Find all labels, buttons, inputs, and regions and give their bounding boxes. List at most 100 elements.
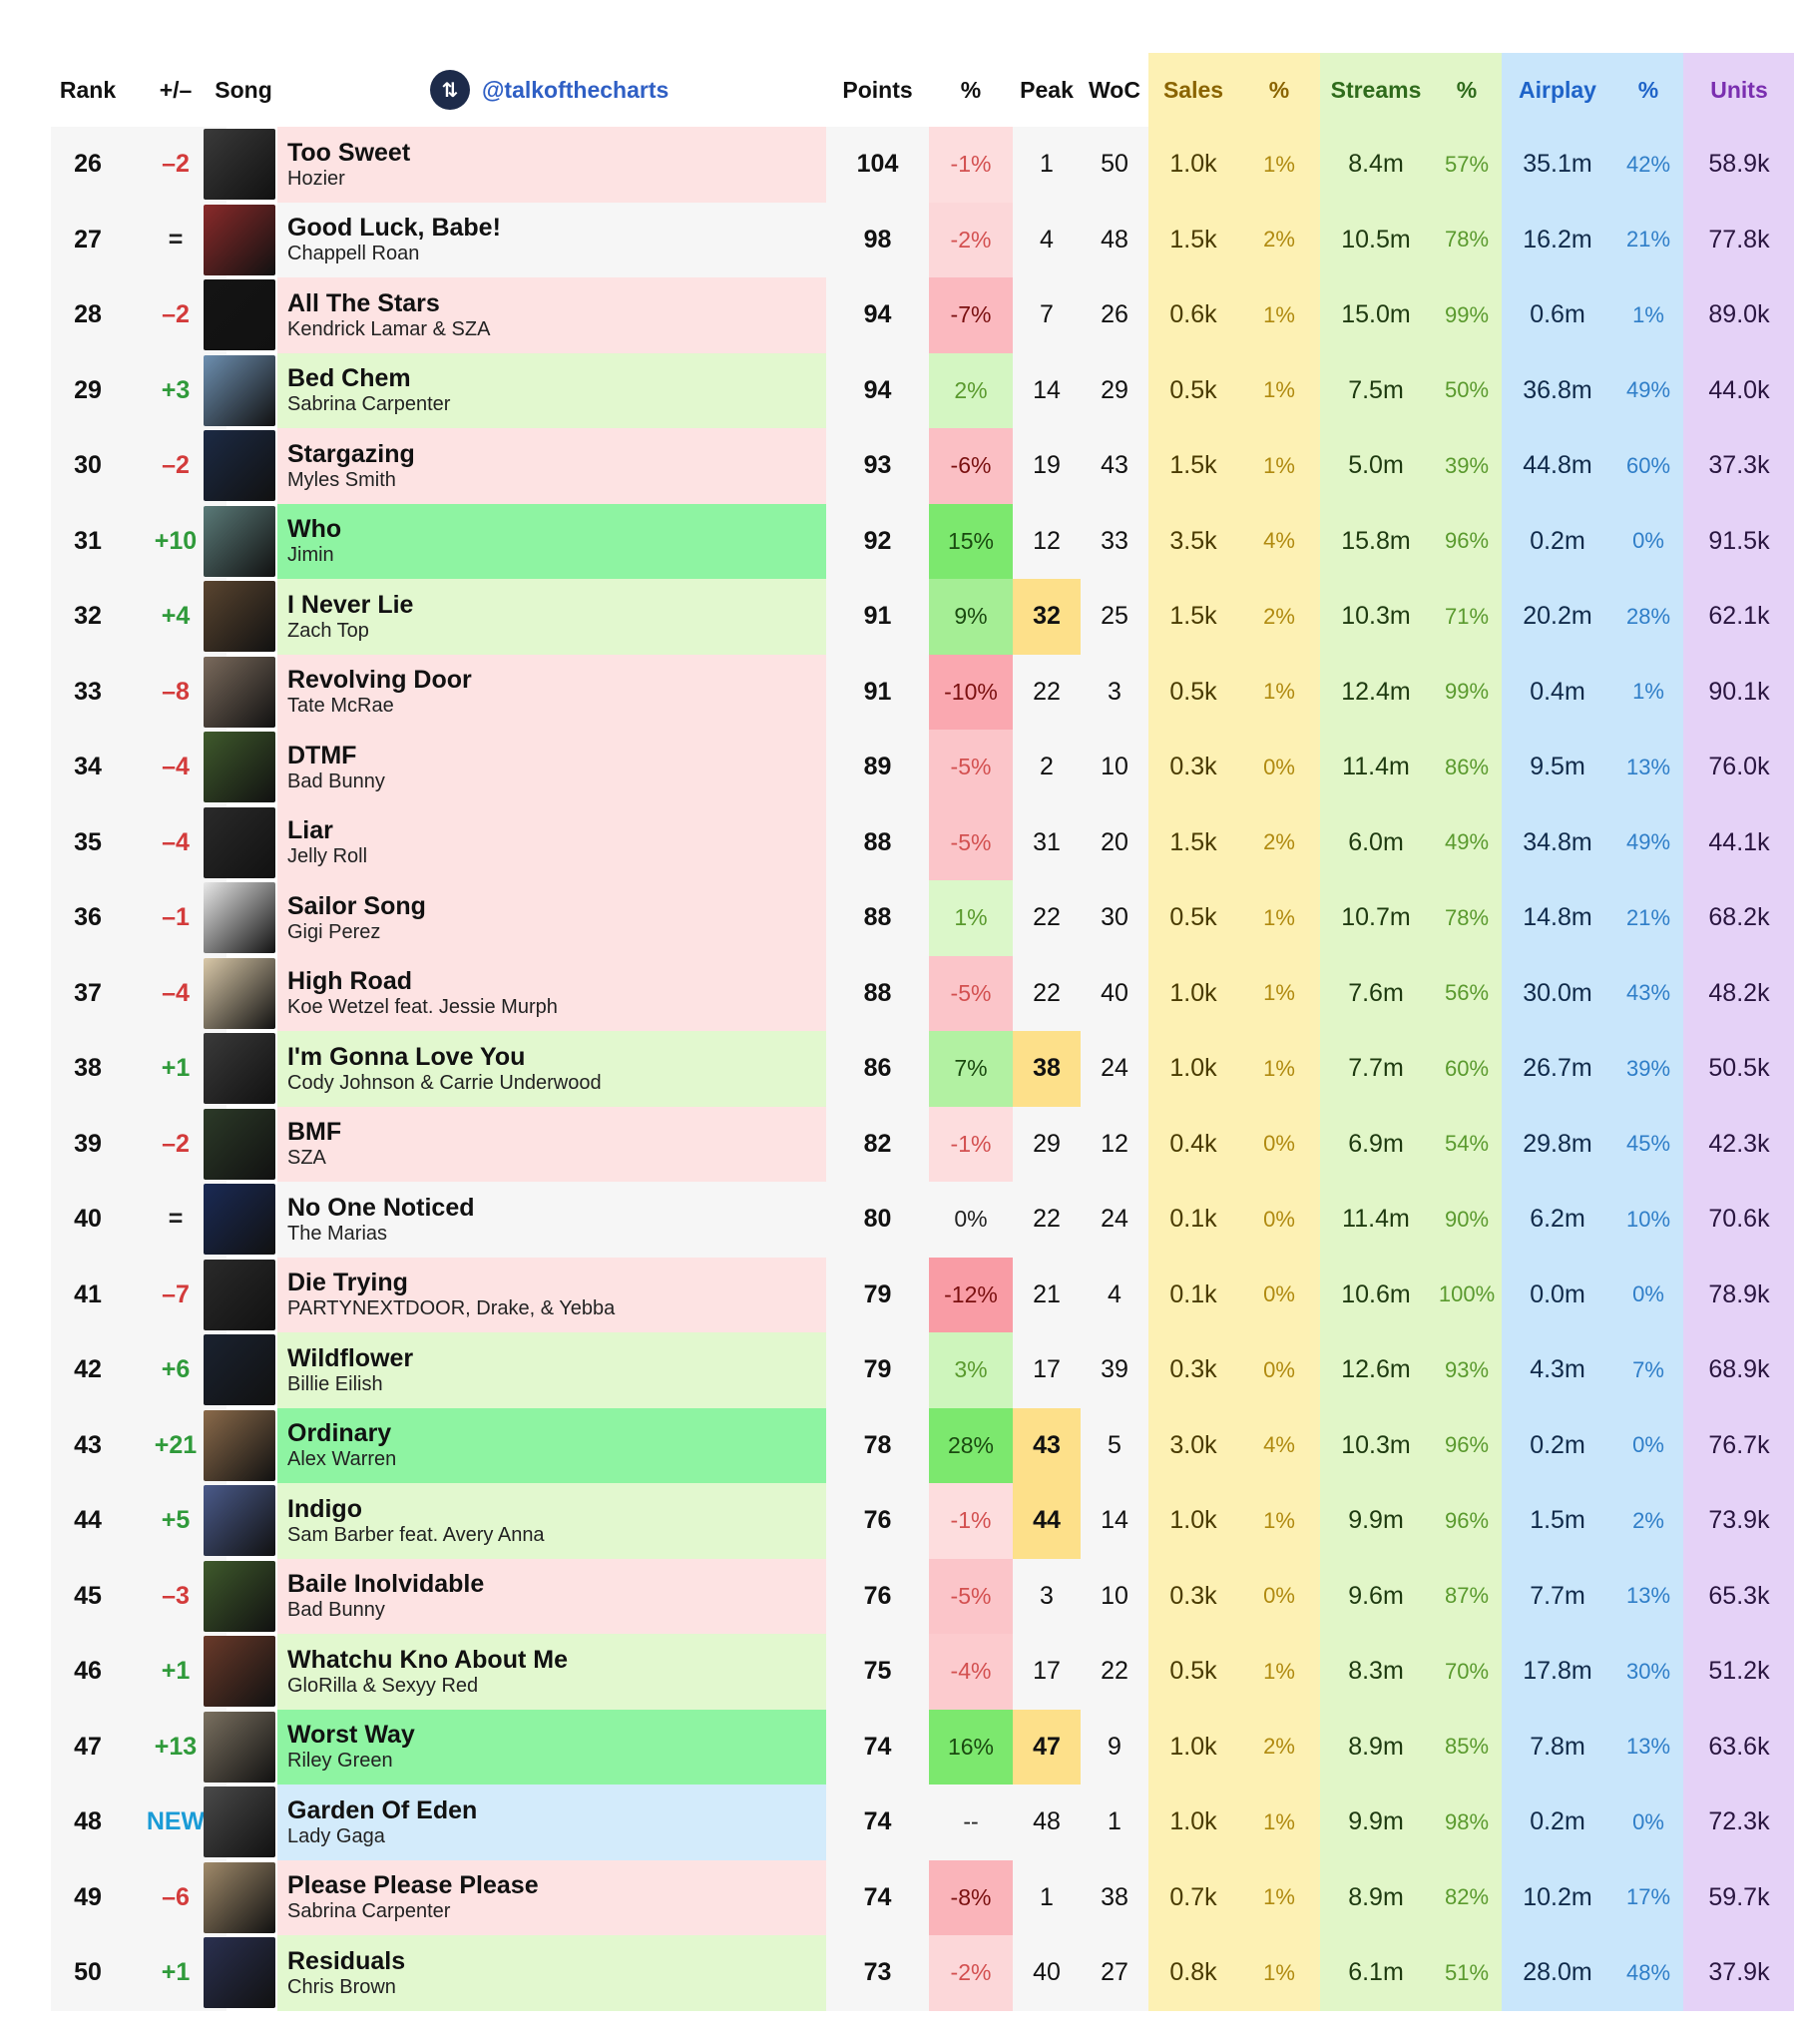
- cell-streams: 7.7m: [1320, 1031, 1432, 1107]
- cell-airplay-pct: 21%: [1613, 880, 1683, 956]
- table-row: 48 NEW 74 -- 48 1 1.0k 1% 9.9m 98% 0.2m 0% 72.3k Gard…: [51, 1785, 1794, 1860]
- cell-rank: 37: [51, 955, 125, 1031]
- cell-points: 76: [826, 1558, 929, 1634]
- cell-song[interactable]: Residuals Chris Brown: [277, 1935, 826, 2011]
- header-airplay: Airplay: [1502, 53, 1613, 127]
- cell-peak: 4: [1013, 202, 1081, 277]
- cell-units: 50.5k: [1683, 1031, 1794, 1107]
- cell-song[interactable]: I Never Lie Zach Top: [277, 579, 826, 655]
- cell-points-pct: -8%: [929, 1859, 1013, 1935]
- cell-points-pct: -1%: [929, 1483, 1013, 1559]
- cell-song[interactable]: Revolving Door Tate McRae: [277, 654, 826, 730]
- cell-airplay: 4.3m: [1502, 1332, 1613, 1408]
- cell-airplay-pct: 0%: [1613, 1257, 1683, 1332]
- song-title: Residuals: [287, 1946, 406, 1975]
- cell-song[interactable]: BMF SZA: [277, 1106, 826, 1182]
- song-title: Ordinary: [287, 1419, 392, 1448]
- table-row: 26 –2 104 -1% 1 50 1.0k 1% 8.4m 57% 35.1m 42% 58.9k T…: [51, 127, 1794, 203]
- cell-airplay: 7.8m: [1502, 1709, 1613, 1785]
- cell-airplay: 0.6m: [1502, 277, 1613, 353]
- cell-peak: 3: [1013, 1558, 1081, 1634]
- cell-sales: 1.5k: [1148, 202, 1238, 277]
- cell-song[interactable]: Baile Inolvidable Bad Bunny: [277, 1558, 826, 1634]
- album-art-icon: [204, 1108, 275, 1180]
- cell-points: 74: [826, 1859, 929, 1935]
- handle[interactable]: ⇅ @talkofthecharts: [430, 53, 829, 127]
- cell-song[interactable]: Stargazing Myles Smith: [277, 428, 826, 504]
- cell-streams-pct: 39%: [1432, 428, 1502, 504]
- album-art-icon: [204, 430, 275, 501]
- cell-song[interactable]: Too Sweet Hozier: [277, 127, 826, 203]
- cell-points-pct: 28%: [929, 1407, 1013, 1483]
- cell-sales: 0.7k: [1148, 1859, 1238, 1935]
- cell-points-pct: -1%: [929, 127, 1013, 203]
- cell-points: 91: [826, 579, 929, 655]
- header-streams: Streams: [1320, 53, 1432, 127]
- cell-streams: 9.9m: [1320, 1483, 1432, 1559]
- cell-sales-pct: 1%: [1238, 955, 1320, 1031]
- song-title: Sailor Song: [287, 891, 426, 920]
- cell-song[interactable]: Who Jimin: [277, 503, 826, 579]
- cell-song[interactable]: No One Noticed The Marias: [277, 1182, 826, 1258]
- cell-streams: 6.0m: [1320, 804, 1432, 880]
- cell-streams: 11.4m: [1320, 1182, 1432, 1258]
- cell-peak: 43: [1013, 1407, 1081, 1483]
- cell-rank: 46: [51, 1634, 125, 1710]
- cell-song[interactable]: Whatchu Kno About Me GloRilla & Sexyy Red: [277, 1634, 826, 1710]
- cell-song[interactable]: Die Trying PARTYNEXTDOOR, Drake, & Yebba: [277, 1257, 826, 1332]
- song-artist: Chris Brown: [287, 1975, 396, 1998]
- cell-rank: 35: [51, 804, 125, 880]
- table-row: 31 +10 92 15% 12 33 3.5k 4% 15.8m 96% 0.2m 0% 91.5k W…: [51, 503, 1794, 579]
- cell-units: 42.3k: [1683, 1106, 1794, 1182]
- cell-song[interactable]: DTMF Bad Bunny: [277, 730, 826, 805]
- song-title: Worst Way: [287, 1721, 415, 1750]
- table-row: 40 = 80 0% 22 24 0.1k 0% 11.4m 90% 6.2m 10% 70.6k No …: [51, 1182, 1794, 1258]
- cell-woc: 12: [1081, 1106, 1148, 1182]
- cell-sales: 0.5k: [1148, 654, 1238, 730]
- handle-text[interactable]: @talkofthecharts: [482, 76, 670, 103]
- cell-song[interactable]: All The Stars Kendrick Lamar & SZA: [277, 277, 826, 353]
- cell-song[interactable]: Garden Of Eden Lady Gaga: [277, 1785, 826, 1860]
- cell-song[interactable]: Worst Way Riley Green: [277, 1709, 826, 1785]
- cell-sales: 1.0k: [1148, 1031, 1238, 1107]
- cell-units: 37.9k: [1683, 1935, 1794, 2011]
- song-artist: Chappell Roan: [287, 243, 420, 265]
- album-art-icon: [204, 1259, 275, 1330]
- cell-airplay-pct: 10%: [1613, 1182, 1683, 1258]
- cell-peak: 17: [1013, 1634, 1081, 1710]
- cell-sales-pct: 1%: [1238, 1859, 1320, 1935]
- cell-points-pct: 16%: [929, 1709, 1013, 1785]
- cell-points: 88: [826, 804, 929, 880]
- cell-units: 44.1k: [1683, 804, 1794, 880]
- cell-song[interactable]: Indigo Sam Barber feat. Avery Anna: [277, 1483, 826, 1559]
- cell-points: 94: [826, 277, 929, 353]
- cell-song[interactable]: I'm Gonna Love You Cody Johnson & Carrie …: [277, 1031, 826, 1107]
- cell-song[interactable]: Good Luck, Babe! Chappell Roan: [277, 202, 826, 277]
- album-art-icon: [204, 656, 275, 728]
- cell-song[interactable]: Wildflower Billie Eilish: [277, 1332, 826, 1408]
- cell-peak: 14: [1013, 352, 1081, 428]
- cell-sales: 0.3k: [1148, 1332, 1238, 1408]
- cell-points: 93: [826, 428, 929, 504]
- cell-points: 91: [826, 654, 929, 730]
- cell-song[interactable]: Sailor Song Gigi Perez: [277, 880, 826, 956]
- album-art-icon: [204, 1787, 275, 1857]
- cell-units: 58.9k: [1683, 127, 1794, 203]
- cell-song[interactable]: Bed Chem Sabrina Carpenter: [277, 352, 826, 428]
- cell-units: 63.6k: [1683, 1709, 1794, 1785]
- cell-song[interactable]: High Road Koe Wetzel feat. Jessie Murph: [277, 955, 826, 1031]
- cell-streams-pct: 98%: [1432, 1785, 1502, 1860]
- cell-airplay: 6.2m: [1502, 1182, 1613, 1258]
- song-title: Please Please Please: [287, 1871, 539, 1900]
- cell-units: 78.9k: [1683, 1257, 1794, 1332]
- cell-song[interactable]: Liar Jelly Roll: [277, 804, 826, 880]
- cell-airplay-pct: 17%: [1613, 1859, 1683, 1935]
- cell-streams: 6.9m: [1320, 1106, 1432, 1182]
- cell-song[interactable]: Please Please Please Sabrina Carpenter: [277, 1859, 826, 1935]
- header-song: Song: [215, 76, 272, 103]
- cell-streams-pct: 78%: [1432, 880, 1502, 956]
- cell-streams-pct: 96%: [1432, 503, 1502, 579]
- cell-airplay-pct: 45%: [1613, 1106, 1683, 1182]
- cell-song[interactable]: Ordinary Alex Warren: [277, 1407, 826, 1483]
- song-title: Liar: [287, 816, 333, 845]
